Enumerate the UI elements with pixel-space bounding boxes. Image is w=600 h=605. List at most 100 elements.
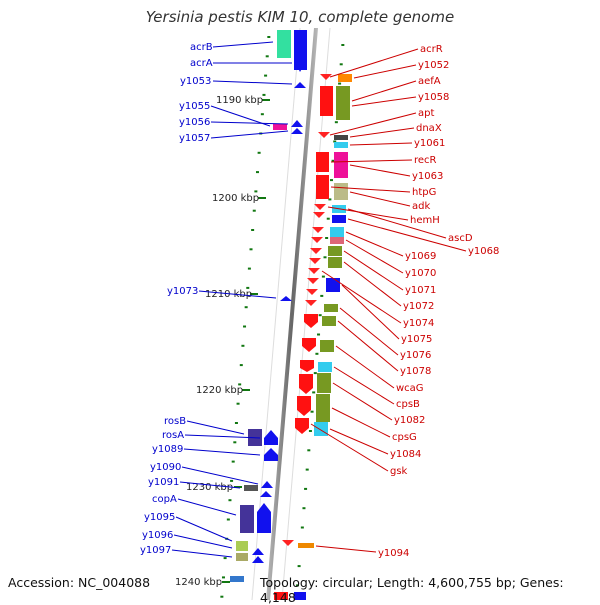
gene-recR[interactable] xyxy=(316,152,329,172)
label-y1084[interactable]: y1084 xyxy=(390,449,421,460)
gene-y1072[interactable] xyxy=(309,258,321,264)
label-y1071[interactable]: y1071 xyxy=(405,285,436,296)
gene-y1078[interactable] xyxy=(305,300,317,306)
label-recR[interactable]: recR xyxy=(414,155,437,166)
label-hemH[interactable]: hemH xyxy=(410,215,440,226)
gene-y1089[interactable] xyxy=(264,448,278,461)
label-y1058[interactable]: y1058 xyxy=(418,92,449,103)
label-y1056[interactable]: y1056 xyxy=(179,117,210,128)
label-aefA[interactable]: aefA xyxy=(418,76,441,87)
gene-y1078-c[interactable] xyxy=(304,314,318,328)
gene-y1094-b[interactable] xyxy=(298,543,314,548)
gene-y1068-b[interactable] xyxy=(332,215,346,223)
label-rosA[interactable]: rosA xyxy=(162,430,184,441)
label-y1096[interactable]: y1096 xyxy=(142,530,173,541)
gene-y1090[interactable] xyxy=(261,481,273,488)
gene-y1074[interactable] xyxy=(308,268,320,274)
gene-y1073[interactable] xyxy=(280,296,292,301)
gene-aefA[interactable] xyxy=(320,86,333,116)
gene-apt[interactable] xyxy=(318,132,330,138)
gene-cpsG-b[interactable] xyxy=(297,396,311,416)
label-y1075[interactable]: y1075 xyxy=(401,334,432,345)
label-y1073[interactable]: y1073 xyxy=(167,286,198,297)
gene-dnaX[interactable] xyxy=(334,135,348,140)
gene-gsk[interactable] xyxy=(295,418,309,434)
gene-y1091[interactable] xyxy=(244,485,258,491)
gene-y1097-b[interactable] xyxy=(252,556,264,563)
label-apt[interactable]: apt xyxy=(418,108,434,119)
gene-y1070-a[interactable] xyxy=(330,237,344,244)
gene-acrB[interactable] xyxy=(277,30,291,58)
gene-hemH[interactable] xyxy=(314,204,326,210)
gene-cpsB-b[interactable] xyxy=(300,360,314,372)
gene-y1063[interactable] xyxy=(334,152,348,178)
gene-y1068[interactable] xyxy=(313,212,325,218)
gene-cpsG[interactable] xyxy=(316,394,330,422)
label-acrB[interactable]: acrB xyxy=(190,42,213,53)
gene-y1070[interactable] xyxy=(311,237,323,243)
label-rosB[interactable]: rosB xyxy=(164,416,186,427)
label-y1068[interactable]: y1068 xyxy=(468,246,499,257)
gene-adk[interactable] xyxy=(334,183,348,200)
gene-y1071[interactable] xyxy=(310,248,322,254)
label-y1076[interactable]: y1076 xyxy=(400,350,431,361)
label-y1061[interactable]: y1061 xyxy=(414,138,445,149)
label-y1070[interactable]: y1070 xyxy=(405,268,436,279)
gene-last-right-red[interactable] xyxy=(274,592,288,600)
label-htpG[interactable]: htpG xyxy=(412,187,436,198)
label-wcaG[interactable]: wcaG xyxy=(396,383,424,394)
gene-y1078-b[interactable] xyxy=(322,316,336,326)
gene-y1053[interactable] xyxy=(294,82,306,88)
label-y1057[interactable]: y1057 xyxy=(179,133,210,144)
gene-y1075[interactable] xyxy=(307,278,319,284)
label-y1090[interactable]: y1090 xyxy=(150,462,181,473)
label-y1078[interactable]: y1078 xyxy=(400,366,431,377)
label-y1094[interactable]: y1094 xyxy=(378,548,409,559)
gene-y1055[interactable] xyxy=(273,124,287,130)
gene-y1052[interactable] xyxy=(338,74,352,82)
gene-y1058[interactable] xyxy=(336,86,350,120)
gene-htpG[interactable] xyxy=(316,175,329,199)
gene-y1096[interactable] xyxy=(236,541,248,551)
gene-y1076[interactable] xyxy=(306,289,318,295)
label-copA[interactable]: copA xyxy=(152,494,177,505)
gene-y1095[interactable] xyxy=(260,491,272,497)
gene-y1056[interactable] xyxy=(291,120,303,127)
label-y1063[interactable]: y1063 xyxy=(412,171,443,182)
gene-y1061[interactable] xyxy=(334,142,348,148)
label-y1089[interactable]: y1089 xyxy=(152,444,183,455)
gene-acrA-tail[interactable] xyxy=(294,60,307,72)
label-acrA[interactable]: acrA xyxy=(190,58,213,69)
label-y1097[interactable]: y1097 xyxy=(140,545,171,556)
label-adk[interactable]: adk xyxy=(412,201,430,212)
label-cpsB[interactable]: cpsB xyxy=(396,399,420,410)
gene-y1069[interactable] xyxy=(312,227,324,233)
gene-y1071-a[interactable] xyxy=(328,246,342,256)
label-y1052[interactable]: y1052 xyxy=(418,60,449,71)
gene-copA-a[interactable] xyxy=(240,505,254,533)
label-gsk[interactable]: gsk xyxy=(390,466,408,477)
label-y1082[interactable]: y1082 xyxy=(394,415,425,426)
label-ascD[interactable]: ascD xyxy=(448,233,473,244)
gene-y1057[interactable] xyxy=(291,128,303,134)
label-y1072[interactable]: y1072 xyxy=(403,301,434,312)
label-cpsG[interactable]: cpsG xyxy=(392,432,417,443)
gene-rosA[interactable] xyxy=(264,430,278,445)
gene-last-right-blue[interactable] xyxy=(294,592,306,600)
gene-y1082[interactable] xyxy=(317,373,331,393)
gene-cpsB[interactable] xyxy=(318,362,332,372)
gene-y1082-b[interactable] xyxy=(299,374,313,394)
label-y1055[interactable]: y1055 xyxy=(179,101,210,112)
gene-y1084[interactable] xyxy=(314,422,328,436)
label-y1074[interactable]: y1074 xyxy=(403,318,434,329)
gene-y1097[interactable] xyxy=(236,553,248,561)
gene-last-left[interactable] xyxy=(230,576,244,582)
gene-y1072-a[interactable] xyxy=(328,257,342,268)
gene-y1094[interactable] xyxy=(282,540,294,546)
gene-y1069-b[interactable] xyxy=(330,227,344,237)
gene-wcaG-b[interactable] xyxy=(320,340,334,352)
gene-y1096-b[interactable] xyxy=(252,548,264,555)
gene-wcaG[interactable] xyxy=(302,338,316,352)
label-y1095[interactable]: y1095 xyxy=(144,512,175,523)
gene-acrR[interactable] xyxy=(320,74,332,80)
